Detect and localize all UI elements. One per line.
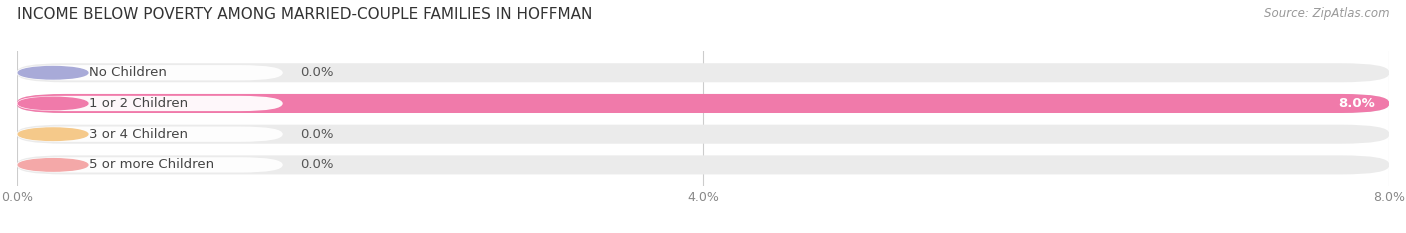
Circle shape — [18, 159, 89, 171]
FancyBboxPatch shape — [17, 63, 1389, 82]
Text: Source: ZipAtlas.com: Source: ZipAtlas.com — [1264, 7, 1389, 20]
Text: No Children: No Children — [89, 66, 167, 79]
Circle shape — [18, 66, 89, 79]
FancyBboxPatch shape — [17, 94, 1389, 113]
FancyBboxPatch shape — [17, 94, 1389, 113]
Circle shape — [18, 97, 89, 110]
Text: INCOME BELOW POVERTY AMONG MARRIED-COUPLE FAMILIES IN HOFFMAN: INCOME BELOW POVERTY AMONG MARRIED-COUPL… — [17, 7, 592, 22]
FancyBboxPatch shape — [17, 65, 283, 80]
FancyBboxPatch shape — [17, 125, 1389, 144]
Text: 0.0%: 0.0% — [299, 158, 333, 171]
Text: 1 or 2 Children: 1 or 2 Children — [89, 97, 188, 110]
FancyBboxPatch shape — [17, 155, 1389, 175]
FancyBboxPatch shape — [17, 157, 283, 172]
Text: 3 or 4 Children: 3 or 4 Children — [89, 128, 188, 141]
FancyBboxPatch shape — [17, 127, 283, 142]
Text: 0.0%: 0.0% — [299, 128, 333, 141]
FancyBboxPatch shape — [17, 96, 283, 111]
Text: 0.0%: 0.0% — [299, 66, 333, 79]
Text: 8.0%: 8.0% — [1339, 97, 1375, 110]
Text: 5 or more Children: 5 or more Children — [89, 158, 214, 171]
Circle shape — [18, 128, 89, 140]
